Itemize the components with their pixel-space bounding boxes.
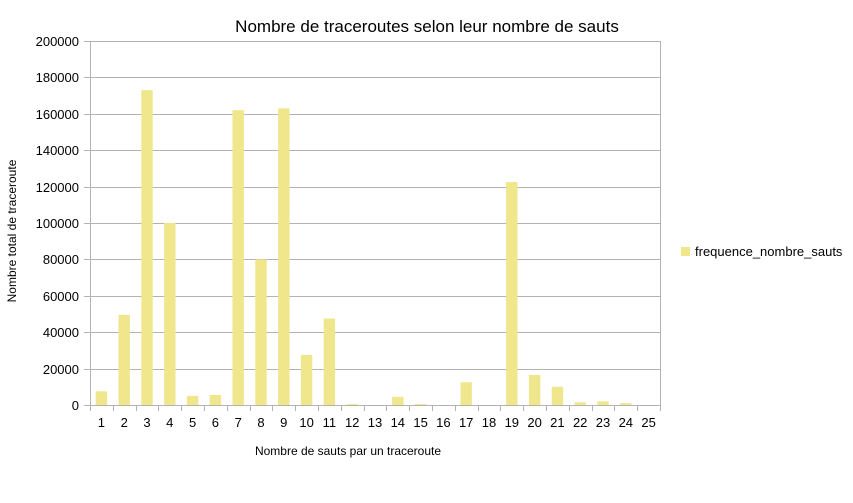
gridlines xyxy=(84,41,661,406)
x-axis xyxy=(90,405,661,411)
y-tick-label: 80000 xyxy=(43,252,79,267)
x-axis-title: Nombre de sauts par un traceroute xyxy=(255,444,441,458)
x-tick-label: 11 xyxy=(323,415,337,430)
legend-swatch xyxy=(681,247,690,256)
bar-21 xyxy=(551,386,564,405)
x-tick-label: 3 xyxy=(143,415,150,430)
x-tick-label: 21 xyxy=(550,415,564,430)
x-tick-label: 22 xyxy=(573,415,587,430)
x-tick-label: 23 xyxy=(596,415,610,430)
x-tick-label: 20 xyxy=(527,415,541,430)
bar-10 xyxy=(300,354,313,405)
legend-label: frequence_nombre_sauts xyxy=(695,244,843,259)
bar-2 xyxy=(118,314,130,405)
x-tick-label: 9 xyxy=(280,415,287,430)
bar-3 xyxy=(141,90,153,405)
x-tick-label: 5 xyxy=(189,415,196,430)
bar-8 xyxy=(255,259,267,405)
bar-22 xyxy=(574,402,586,405)
bar-17 xyxy=(460,382,472,405)
bar-14 xyxy=(392,396,404,405)
bar-9 xyxy=(278,108,290,405)
x-tick-label: 15 xyxy=(413,415,427,430)
bar-12 xyxy=(346,404,358,405)
y-tick-label: 0 xyxy=(72,398,79,413)
y-tick-label: 200000 xyxy=(36,34,79,49)
y-tick-label: 140000 xyxy=(36,143,79,158)
y-tick-label: 20000 xyxy=(43,362,79,377)
x-tick-label: 2 xyxy=(121,415,128,430)
bar-24 xyxy=(620,403,632,405)
bar-6 xyxy=(209,394,222,405)
x-tick-label: 19 xyxy=(505,415,519,430)
bar-11 xyxy=(323,318,336,405)
bar-1 xyxy=(95,391,108,405)
y-axis-title: Nombre total de traceroute xyxy=(5,159,19,302)
x-tick-label: 4 xyxy=(166,415,173,430)
x-tick-label: 12 xyxy=(345,415,359,430)
y-axis-ticks: 0 20000 40000 60000 80000 100000 120000 140000 1… xyxy=(36,34,79,413)
bar-7 xyxy=(232,110,244,405)
bar-19 xyxy=(506,182,518,405)
x-tick-label: 7 xyxy=(235,415,242,430)
bar-23 xyxy=(597,401,609,405)
bar-4 xyxy=(164,223,176,405)
bar-series xyxy=(95,90,632,405)
x-axis-ticks: 1 2 3 4 5 6 7 8 9 10 11 12 13 14 15 16 17 18 19 20 21 22 23 24 2… xyxy=(98,415,656,430)
x-tick-label: 6 xyxy=(212,415,219,430)
y-tick-label: 160000 xyxy=(36,107,79,122)
x-tick-label: 25 xyxy=(641,415,655,430)
bar-15 xyxy=(414,404,427,405)
x-tick-label: 10 xyxy=(299,415,313,430)
y-tick-label: 40000 xyxy=(43,325,79,340)
legend: frequence_nombre_sauts xyxy=(681,244,843,259)
x-tick-label: 14 xyxy=(391,415,405,430)
bar-20 xyxy=(528,374,541,405)
y-tick-label: 120000 xyxy=(36,180,79,195)
x-tick-label: 13 xyxy=(368,415,382,430)
y-tick-label: 100000 xyxy=(36,216,79,231)
x-tick-label: 16 xyxy=(436,415,450,430)
x-tick-label: 17 xyxy=(459,415,473,430)
x-tick-label: 24 xyxy=(619,415,633,430)
y-tick-label: 180000 xyxy=(36,70,79,85)
chart-title: Nombre de traceroutes selon leur nombre … xyxy=(235,17,619,36)
y-tick-label: 60000 xyxy=(43,289,79,304)
x-tick-label: 18 xyxy=(482,415,496,430)
x-tick-label: 1 xyxy=(98,415,105,430)
bar-5 xyxy=(186,395,199,405)
x-tick-label: 8 xyxy=(257,415,264,430)
